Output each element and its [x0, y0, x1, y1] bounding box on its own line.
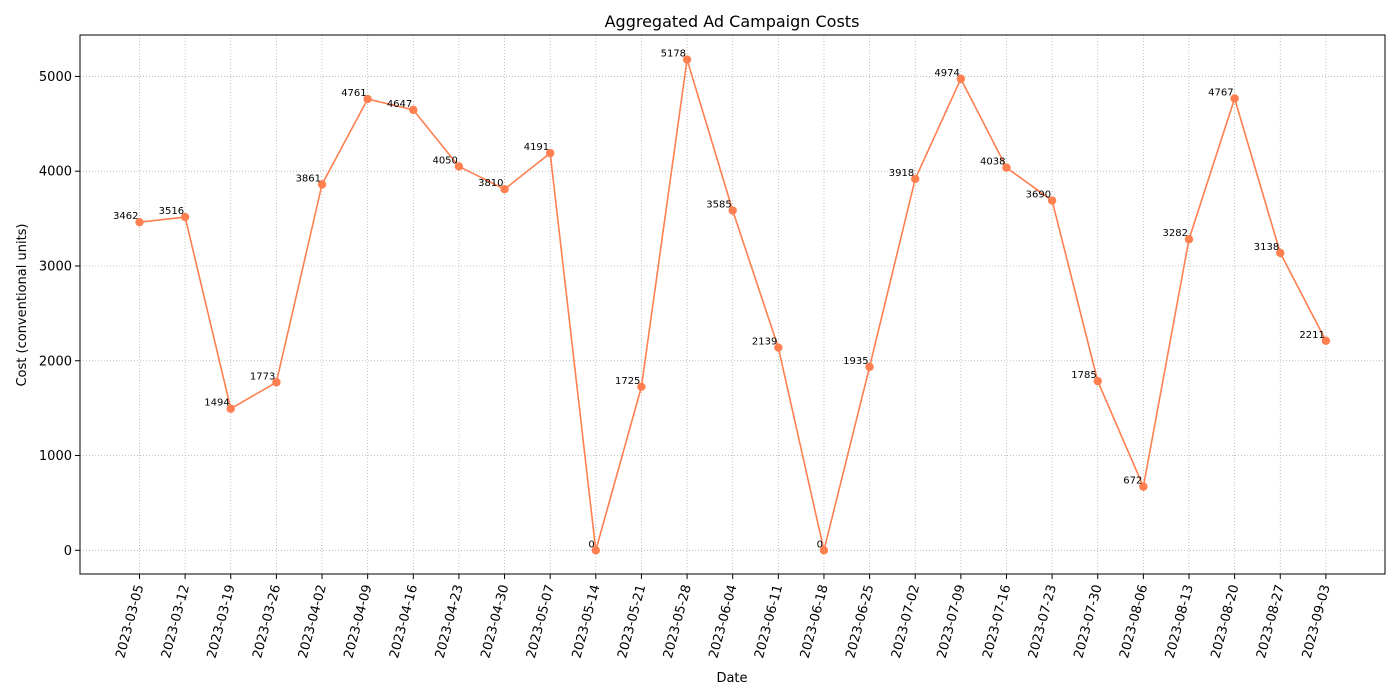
- data-point: [774, 343, 783, 352]
- x-tick-label: 2023-08-13: [1163, 583, 1197, 660]
- x-tick-label: 2023-06-25: [843, 583, 877, 660]
- x-tick-label: 2023-07-23: [1026, 583, 1060, 660]
- x-tick-label: 2023-03-05: [113, 583, 147, 660]
- data-point: [454, 162, 464, 171]
- data-label: 3918: [889, 168, 914, 179]
- data-label: 4761: [341, 88, 366, 99]
- data-point: [1047, 196, 1057, 205]
- data-label: 3690: [1026, 190, 1051, 201]
- data-point: [317, 180, 327, 189]
- data-label: 3462: [113, 211, 138, 222]
- data-label: 3138: [1254, 242, 1279, 253]
- data-label: 3810: [478, 178, 503, 189]
- x-tick-label: 2023-06-18: [798, 583, 832, 660]
- x-axis-title: Date: [716, 671, 747, 686]
- data-point: [180, 212, 190, 222]
- data-labels: 3462 3516 1494 1773 3861 4761 4647 4050 3810 4191…: [113, 49, 1325, 551]
- plot-area-frame: [79, 34, 1386, 575]
- data-label: 2139: [752, 337, 777, 348]
- x-tick-label: 2023-05-21: [615, 583, 649, 660]
- data-label: 4974: [934, 68, 959, 79]
- data-label: 1494: [204, 398, 229, 409]
- data-point: [1093, 376, 1102, 386]
- grid: [80, 35, 1385, 574]
- data-label: 4191: [524, 142, 549, 153]
- x-tick-label: 2023-03-26: [250, 583, 284, 660]
- data-point: [545, 148, 555, 158]
- x-tick-label: 2023-04-16: [387, 583, 421, 660]
- data-label: 1785: [1071, 370, 1096, 381]
- x-tick-label: 2023-05-14: [570, 583, 604, 660]
- data-label: 3282: [1163, 228, 1188, 239]
- data-point: [865, 362, 874, 372]
- x-tick-label: 2023-04-30: [478, 583, 512, 660]
- x-tick-label: 2023-08-06: [1117, 583, 1151, 660]
- data-label: 3861: [296, 173, 321, 184]
- x-tick-label: 2023-06-11: [752, 583, 786, 660]
- data-point: [272, 378, 281, 387]
- data-point: [1321, 336, 1331, 345]
- data-point: [1276, 248, 1285, 258]
- data-point: [682, 55, 692, 64]
- x-tick-label: 2023-03-12: [159, 583, 193, 660]
- data-point: [135, 217, 144, 227]
- x-tick-label: 2023-04-09: [341, 583, 375, 660]
- data-point: [819, 546, 829, 555]
- x-tick-label: 2023-03-19: [205, 583, 239, 660]
- data-point: [363, 94, 372, 104]
- data-label: 4647: [387, 99, 412, 110]
- data-point: [409, 105, 418, 115]
- data-label: 1725: [615, 376, 640, 387]
- data-points: [135, 55, 1331, 555]
- x-tick-label: 2023-04-02: [296, 583, 330, 660]
- data-point: [226, 404, 235, 413]
- data-label: 4767: [1208, 88, 1233, 99]
- data-point: [1184, 235, 1194, 244]
- data-label: 0: [588, 539, 594, 550]
- x-tick-label: 2023-05-28: [661, 583, 695, 660]
- data-label: 1935: [843, 356, 868, 367]
- data-label: 672: [1123, 476, 1142, 487]
- data-point: [728, 206, 737, 215]
- data-label: 2211: [1299, 330, 1324, 341]
- x-tick-label: 2023-05-07: [524, 583, 558, 660]
- x-tick-label: 2023-09-03: [1300, 583, 1334, 660]
- chart-title: Aggregated Ad Campaign Costs: [605, 12, 860, 31]
- y-tick-label: 4000: [39, 165, 72, 180]
- data-label: 0: [817, 539, 823, 550]
- x-tick-label: 2023-07-09: [935, 583, 969, 660]
- data-point: [911, 174, 920, 184]
- data-point: [500, 185, 509, 194]
- x-tick-label: 2023-04-23: [433, 583, 467, 660]
- x-tick-label: 2023-08-27: [1254, 583, 1288, 660]
- data-point: [1002, 163, 1011, 172]
- y-tick-label: 1000: [39, 449, 72, 464]
- y-tick-label: 5000: [39, 70, 72, 85]
- data-label: 4038: [980, 157, 1005, 168]
- x-tick-label: 2023-06-04: [707, 583, 741, 660]
- y-tick-label: 3000: [39, 259, 72, 274]
- y-tick-label: 0: [64, 544, 72, 559]
- data-point: [956, 74, 966, 84]
- y-tick-label: 2000: [39, 354, 72, 369]
- data-point: [1230, 94, 1239, 103]
- data-label: 3585: [706, 200, 731, 211]
- data-label: 1773: [250, 371, 275, 382]
- data-point: [637, 382, 646, 392]
- x-tick-label: 2023-08-20: [1208, 583, 1242, 660]
- y-axis: 0 1000 2000 3000 4000 5000: [39, 70, 80, 559]
- x-tick-label: 2023-07-02: [889, 583, 923, 660]
- data-point: [1139, 482, 1148, 491]
- data-point: [591, 546, 600, 555]
- data-label: 5178: [661, 49, 686, 60]
- x-tick-label: 2023-07-30: [1072, 583, 1106, 660]
- x-axis: 2023-03-05 2023-03-12 2023-03-19 2023-03-26…: [113, 574, 1334, 660]
- x-tick-label: 2023-07-16: [980, 583, 1014, 660]
- data-label: 3516: [159, 206, 184, 217]
- data-label: 4050: [432, 155, 457, 166]
- y-axis-title: Cost (conventional units): [15, 223, 30, 386]
